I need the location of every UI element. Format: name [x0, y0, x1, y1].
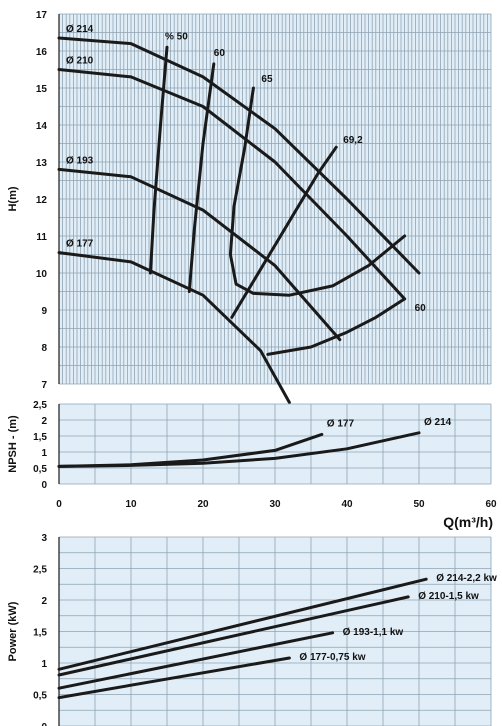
head-curve-193 — [57, 167, 342, 342]
efficiency-label-50-0: % 50 — [165, 31, 188, 42]
x-tick-label: 0 — [56, 499, 62, 510]
x-axis-title: Q(m³/h) — [443, 514, 493, 530]
efficiency-label-60-4: 60 — [415, 303, 427, 314]
power-y-tick-label: 2,5 — [33, 565, 47, 576]
power-line-177-0-75-kw — [57, 656, 291, 700]
npsh-y-tick-label: 0 — [41, 480, 47, 491]
npsh-curve-214 — [57, 431, 421, 468]
head-y-tick-label: 17 — [36, 10, 48, 21]
power-line-label-214-2-2-kw: Ø 214-2,2 kw — [436, 573, 497, 584]
head-grid — [58, 13, 492, 385]
x-tick-label: 20 — [197, 499, 209, 510]
npsh-y-axis-title: NPSH - (m) — [7, 415, 19, 473]
npsh-y-tick-label: 1,5 — [33, 432, 47, 443]
efficiency-label-60-1: 60 — [214, 48, 226, 59]
npsh-y-tick-label: 2 — [41, 416, 47, 427]
efficiency-label-65-2: 65 — [261, 74, 273, 85]
head-y-tick-label: 7 — [41, 380, 47, 391]
power-grid — [58, 536, 492, 726]
head-y-tick-label: 14 — [36, 121, 48, 132]
power-panel: 0 0,5 1 1,5 2 2,5 3 Power (kW) Ø 214-2,2 kw Ø 210… — [7, 533, 497, 726]
npsh-curve-label-177: Ø 177 — [327, 418, 355, 429]
head-curve-210 — [57, 68, 407, 301]
x-tick-label: 60 — [485, 499, 497, 510]
power-y-tick-label: 3 — [41, 533, 47, 544]
power-line-214-2-2-kw — [57, 577, 428, 671]
power-y-tick-label: 0,5 — [33, 691, 47, 702]
head-y-tick-label: 8 — [41, 343, 47, 354]
head-curve-label-214: Ø 214 — [66, 24, 94, 35]
head-y-tick-label: 12 — [36, 195, 48, 206]
npsh-y-tick-label: 2,5 — [33, 400, 47, 411]
power-y-tick-label: 1 — [41, 659, 47, 670]
head-y-tick-label: 15 — [36, 84, 48, 95]
power-line-label-193-1-1-kw: Ø 193-1,1 kw — [343, 627, 404, 638]
head-y-tick-label: 10 — [36, 269, 48, 280]
npsh-grid — [58, 403, 492, 485]
npsh-panel: 0 0,5 1 1,5 2 2,5 NPSH - (m) Ø 177 Ø 214 0 10 20 30 4… — [7, 400, 497, 530]
power-line-label-177-0-75-kw: Ø 177-0,75 kw — [299, 652, 365, 663]
head-y-tick-label: 13 — [36, 158, 48, 169]
efficiency-label-69-2-3: 69,2 — [343, 135, 363, 146]
efficiency-curve-65-2 — [228, 86, 407, 297]
head-y-axis-title: H(m) — [7, 186, 19, 211]
npsh-y-tick-label: 1 — [41, 448, 47, 459]
head-y-tick-label: 16 — [36, 47, 48, 58]
head-curve-214 — [57, 36, 421, 275]
x-tick-label: 30 — [269, 499, 281, 510]
x-tick-label: 50 — [413, 499, 425, 510]
efficiency-curve-60-4 — [266, 297, 407, 356]
efficiency-curve-50-0 — [148, 45, 169, 275]
power-line-210-1-5-kw — [57, 595, 410, 677]
efficiency-curve-69-2-3 — [230, 145, 338, 319]
power-line-193-1-1-kw — [57, 631, 335, 690]
npsh-curve-label-214: Ø 214 — [424, 417, 452, 428]
npsh-y-tick-label: 0,5 — [33, 464, 47, 475]
head-curve-label-210: Ø 210 — [66, 56, 94, 67]
power-y-tick-label: 0 — [41, 722, 47, 726]
head-curve-label-193: Ø 193 — [66, 155, 94, 166]
power-y-tick-label: 2 — [41, 596, 47, 607]
power-line-label-210-1-5-kw: Ø 210-1,5 kw — [418, 591, 479, 602]
head-y-tick-label: 11 — [36, 232, 47, 243]
power-y-axis-title: Power (kW) — [7, 601, 19, 661]
head-curve-label-177: Ø 177 — [66, 239, 94, 250]
head-curve-177 — [57, 251, 291, 404]
x-tick-label: 10 — [125, 499, 137, 510]
efficiency-curve-60-1 — [187, 62, 216, 293]
head-panel: 7 8 9 10 11 12 13 14 15 16 17 H(m) Ø 214 Ø 210 Ø 193 Ø … — [7, 10, 492, 404]
head-y-tick-label: 9 — [41, 306, 47, 317]
power-y-tick-label: 1,5 — [33, 628, 47, 639]
x-tick-label: 40 — [341, 499, 353, 510]
